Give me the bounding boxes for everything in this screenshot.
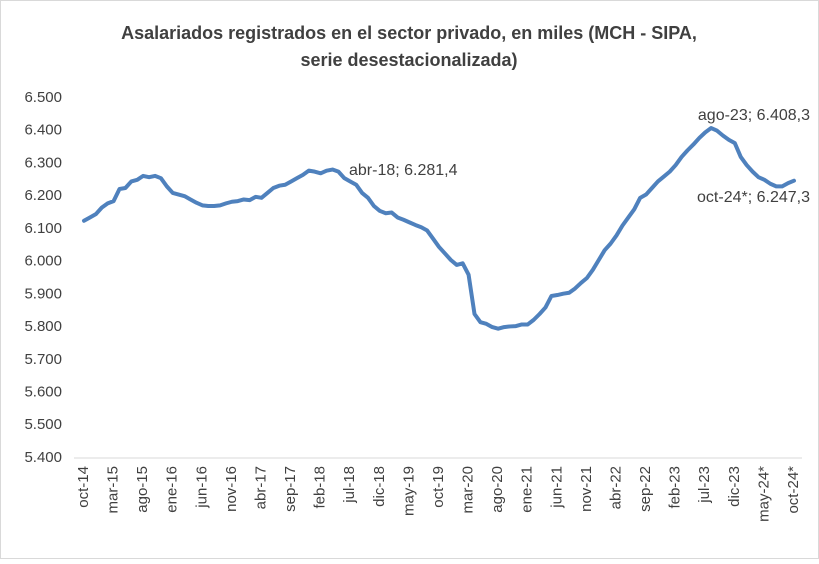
x-tick-label: mar-20 — [460, 466, 477, 514]
x-tick-label: abr-22 — [607, 466, 624, 509]
x-tick-label: feb-18 — [312, 466, 329, 509]
x-tick-label: nov-21 — [578, 466, 595, 512]
y-tick-label: 5.400 — [24, 449, 62, 466]
y-tick-label: 6.500 — [24, 89, 62, 106]
line-series — [82, 126, 796, 331]
y-tick-label: 6.300 — [24, 154, 62, 171]
x-tick-label: mar-15 — [105, 466, 122, 514]
y-tick-label: 6.200 — [24, 187, 62, 204]
annotation: abr-18; 6.281,4 — [349, 162, 458, 179]
x-tick-label: ene-16 — [164, 466, 181, 513]
y-tick-label: 6.400 — [24, 122, 62, 139]
x-tick-label: abr-17 — [252, 466, 269, 509]
x-tick-label: oct-14 — [75, 466, 92, 508]
x-tick-label: jul-23 — [696, 466, 713, 504]
chart-title: serie desestacionalizada) — [300, 50, 517, 70]
x-tick-label: jun-16 — [193, 466, 210, 509]
chart-title: Asalariados registrados en el sector pri… — [121, 23, 697, 43]
x-tick-label: ago-15 — [134, 466, 151, 513]
x-tick-label: feb-23 — [667, 466, 684, 509]
x-tick-label: ago-20 — [489, 466, 506, 513]
annotation: oct-24*; 6.247,3 — [697, 189, 810, 206]
x-tick-label: dic-18 — [371, 466, 388, 507]
x-tick-label: sep-17 — [282, 466, 299, 512]
x-tick-label: jun-21 — [548, 466, 565, 509]
x-tick-label: may-19 — [400, 466, 417, 516]
y-tick-label: 5.800 — [24, 318, 62, 335]
x-tick-label: sep-22 — [637, 466, 654, 512]
x-tick-label: ene-21 — [519, 466, 536, 513]
x-tick-label: jul-18 — [341, 466, 358, 504]
x-tick-label: may-24* — [755, 466, 772, 522]
y-tick-label: 5.700 — [24, 351, 62, 368]
y-tick-label: 5.500 — [24, 416, 62, 433]
x-tick-label: oct-24* — [785, 466, 802, 514]
x-tick-label: nov-16 — [223, 466, 240, 512]
annotation: ago-23; 6.408,3 — [698, 107, 810, 124]
x-tick-label: oct-19 — [430, 466, 447, 508]
y-tick-label: 6.000 — [24, 253, 62, 270]
x-tick-label: dic-23 — [726, 466, 743, 507]
y-tick-label: 6.100 — [24, 220, 62, 237]
y-tick-label: 5.600 — [24, 384, 62, 401]
y-tick-label: 5.900 — [24, 285, 62, 302]
